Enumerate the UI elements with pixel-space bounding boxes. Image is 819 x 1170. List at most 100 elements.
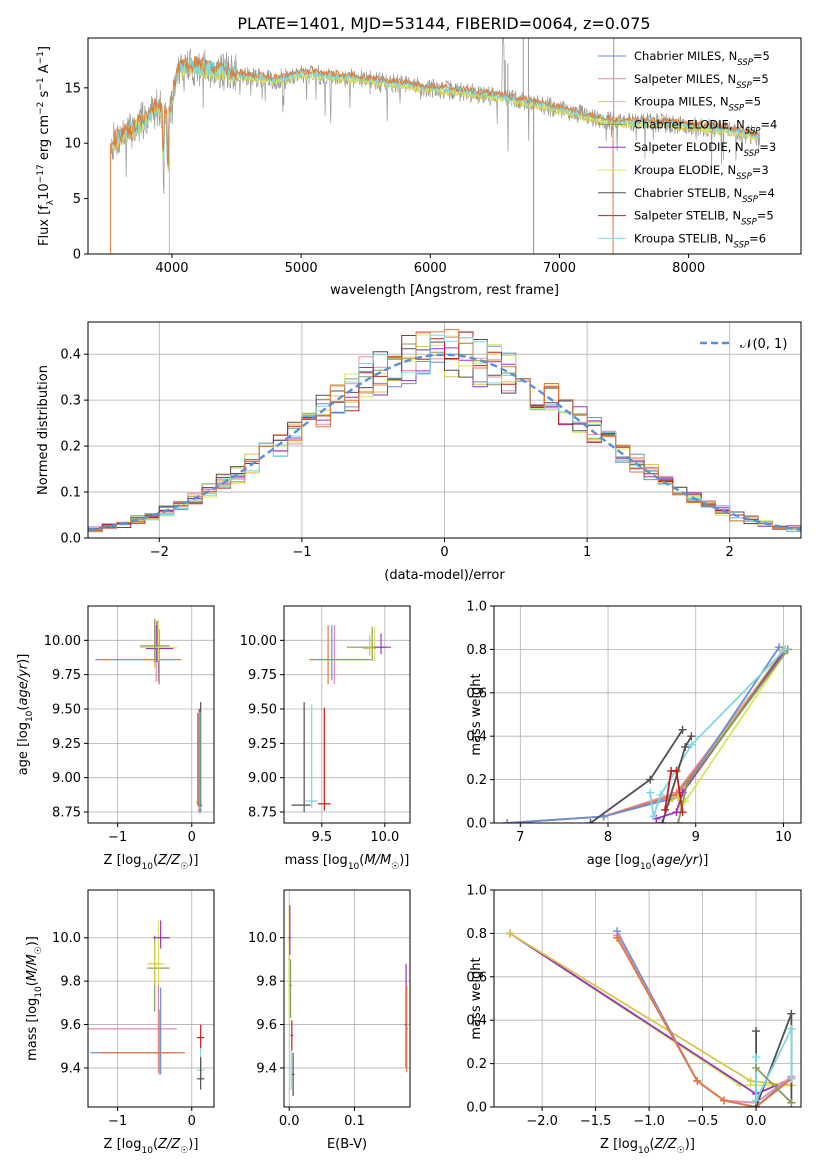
label-part: ( (359, 853, 364, 868)
legend-sub: SSP (742, 195, 758, 205)
legend-entry: Salpeter ELODIE, NSSP=3 (634, 140, 776, 159)
plus-marker (658, 819, 667, 823)
y-axis-label: mass weight (469, 957, 484, 1039)
plus-marker (787, 1024, 796, 1033)
y-tick-label: 0.0 (466, 817, 487, 832)
y-axis-label: Flux [fλ10−17 erg cm−2 s−1 A−1] (36, 46, 56, 246)
label-part: )] (16, 654, 31, 664)
legend-sub: SSP (737, 58, 753, 68)
x-tick-label: 0.0 (746, 1114, 767, 1129)
plus-marker (693, 1076, 702, 1085)
y-tick-label: 9.25 (52, 737, 81, 752)
label-part: ☉ (677, 1146, 685, 1156)
y-tick-label: 0.0 (60, 532, 81, 547)
axes-residuals: −2 −1 0 1 2 0.0 0.1 0.2 0.3 0.4 (data-model)/error… (36, 321, 802, 583)
plot-area-spectrum (110, 38, 761, 254)
plus-marker (752, 1096, 761, 1105)
figure-title: PLATE=1401, MJD=53144, FIBERID=0064, z=0… (237, 14, 650, 33)
plus-marker (681, 743, 690, 752)
observed-spectrum (110, 38, 761, 195)
label-part: )] (698, 853, 708, 868)
axes-frame (87, 37, 802, 255)
label-part: 10 (141, 1146, 153, 1156)
x-tick-label: 0.0 (279, 1114, 300, 1129)
label-part: −2 (36, 102, 46, 115)
label-part: Z/Z (157, 1137, 181, 1152)
label-part: ☉ (180, 862, 188, 872)
plus-marker (672, 766, 681, 775)
legend-text: Chabrier MILES, N (634, 49, 737, 63)
x-tick-label: 5000 (285, 261, 318, 276)
label-part: )] (188, 1137, 198, 1152)
legend-sub: SSP (729, 104, 745, 114)
weight-series (755, 1028, 793, 1101)
label-part: s (37, 90, 52, 101)
plus-marker (656, 790, 665, 799)
legend-sub: SSP (736, 172, 752, 182)
plot-area-mass-vs-EBV (284, 890, 410, 1107)
label-part: 10 (37, 183, 52, 200)
label-part: age/yr (656, 853, 699, 868)
label-part: Z [log (600, 1137, 638, 1152)
plus-marker (752, 1063, 761, 1072)
y-tick-label: 0.4 (466, 730, 487, 745)
x-tick-label: 1 (583, 545, 591, 560)
plus-marker (506, 929, 515, 938)
x-tick-label: 7000 (543, 261, 576, 276)
y-tick-label: 10 (64, 137, 81, 152)
legend-tail: =5 (744, 95, 761, 109)
legend-sub: SSP (734, 240, 750, 250)
legend-entry: Chabrier STELIB, NSSP=4 (634, 186, 775, 205)
legend-tail: =3 (752, 163, 769, 177)
label-part: 10 (640, 862, 652, 872)
label-part: )] (685, 1137, 695, 1152)
legend-entry: Kroupa STELIB, NSSP=6 (634, 231, 766, 250)
label-part: )] (25, 936, 40, 946)
plus-marker (649, 812, 658, 821)
x-axis-label: Z [log10(Z/Z☉)] (104, 853, 199, 872)
label-part: mass weight (469, 673, 484, 755)
y-axis-label: age [log10(age/yr)] (16, 654, 35, 776)
label-part: mass [log (285, 853, 348, 868)
x-tick-label: 8 (604, 830, 612, 845)
x-tick-label: −2 (150, 545, 169, 560)
axes-frame (87, 889, 215, 1108)
weight-series (507, 646, 780, 823)
y-tick-label: 9.50 (52, 703, 81, 718)
plus-marker (678, 808, 687, 817)
axes-weight-vs-Z: −2.0 −1.5 −1.0 −0.5 0.0 0.0 0.2 0.4 0.6 0.8 1.0 Z [… (466, 884, 802, 1156)
y-tick-label: 0.3 (60, 394, 81, 409)
legend-tail: =5 (757, 209, 774, 223)
plot-area-weight-vs-Z (494, 890, 801, 1107)
x-tick-label: 9 (692, 830, 700, 845)
x-tick-label: 0 (188, 1114, 196, 1129)
axes-mass-vs-EBV: 0.0 0.1 9.4 9.6 9.8 10.0 E(B-V) (248, 889, 411, 1152)
plus-marker (646, 788, 655, 797)
y-tick-label: 10.00 (44, 634, 81, 649)
plus-marker (787, 1098, 796, 1107)
plus-marker (678, 725, 687, 734)
y-tick-label: 10.0 (52, 931, 81, 946)
label-part: 10 (141, 862, 153, 872)
legend-entry: Salpeter STELIB, NSSP=5 (634, 209, 774, 228)
label-part: ( (651, 853, 656, 868)
y-tick-label: 9.8 (256, 975, 277, 990)
y-axis-label: Normed distribution (36, 365, 51, 495)
label-part: 10 (25, 710, 35, 722)
x-tick-label: 0 (440, 545, 448, 560)
y-tick-label: 9.8 (60, 975, 81, 990)
x-tick-label: −0.5 (687, 1114, 719, 1129)
x-tick-label: −1.0 (633, 1114, 665, 1129)
y-axis-label: mass [log10(M/M☉)] (25, 936, 44, 1061)
x-tick-label: 0.1 (344, 1114, 365, 1129)
legend-text: Chabrier STELIB, N (634, 186, 742, 200)
label-part: age/yr (16, 662, 31, 705)
legend-tail: =5 (753, 49, 770, 63)
x-axis-label: E(B-V) (327, 1137, 367, 1152)
plus-marker (613, 933, 622, 942)
legend-sub: SSP (741, 218, 757, 228)
plus-marker (682, 779, 691, 788)
plus-marker (781, 645, 790, 654)
plot-area-age-vs-Z (88, 606, 214, 823)
